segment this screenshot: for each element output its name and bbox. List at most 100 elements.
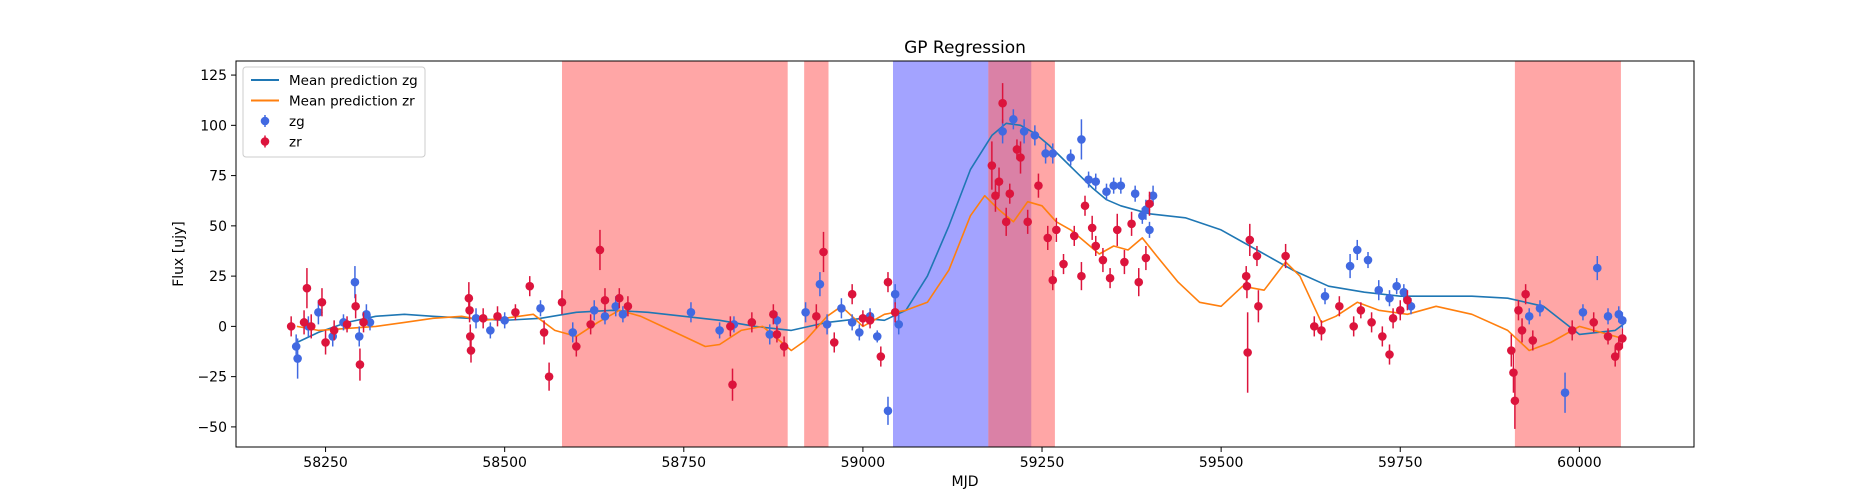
zr-point [321, 338, 330, 347]
zr-point [883, 277, 893, 287]
y-tick-label: 100 [200, 118, 227, 134]
zr-point [615, 293, 624, 303]
zr-point [1335, 301, 1344, 311]
zr-point [1052, 225, 1061, 235]
zr-point [1517, 326, 1527, 335]
zg-point [872, 332, 882, 341]
zr-point [1023, 217, 1032, 227]
zr-point [890, 308, 900, 317]
zr-point [286, 322, 296, 331]
zg-point [1041, 149, 1050, 158]
zr-point [1309, 322, 1319, 331]
zr-point [1120, 257, 1129, 267]
zr-point [595, 245, 605, 255]
legend-marker-swatch [260, 137, 270, 146]
zr-point [557, 297, 567, 307]
zg-point [568, 328, 578, 337]
zg-point [1352, 245, 1362, 255]
zr-point [772, 330, 782, 339]
zr-point [991, 191, 1000, 200]
legend: Mean prediction zg Mean prediction zr zg zr [242, 66, 426, 158]
zr-point [1618, 334, 1627, 343]
zg-point [1019, 127, 1029, 136]
x-axis-label: MJD [952, 474, 979, 490]
zg-point [500, 316, 509, 325]
zr-point [539, 328, 549, 337]
legend-entry-label: Mean prediction zg [289, 73, 418, 89]
zr-point [302, 283, 312, 293]
y-axis-label: Flux [ujy] [171, 221, 187, 287]
zr-point [359, 318, 368, 327]
zr-point [1388, 314, 1398, 323]
zg-point [715, 326, 724, 335]
zg-point [1030, 131, 1040, 140]
zr-point [623, 301, 633, 311]
y-tick-label: −25 [197, 370, 227, 386]
red-shaded-region [988, 61, 1055, 447]
zr-point [747, 318, 757, 327]
zr-point [1043, 233, 1053, 243]
zr-point [1385, 350, 1394, 359]
zg-point [350, 277, 360, 287]
x-tick-label: 59250 [1020, 455, 1065, 471]
y-tick-label: 50 [209, 219, 227, 235]
zg-point [815, 279, 825, 289]
zr-point [1245, 235, 1255, 245]
zr-point [1367, 318, 1376, 327]
zr-point [1281, 251, 1290, 261]
zr-point [1603, 332, 1613, 341]
zg-point [855, 328, 864, 337]
zr-point [493, 312, 502, 321]
observation-points [286, 83, 1627, 429]
x-tick-label: 59000 [841, 455, 886, 471]
zg-point [847, 318, 857, 327]
zg-point [883, 406, 893, 416]
zg-point [686, 308, 696, 317]
blue-shaded-region [892, 61, 989, 447]
zg-point [1374, 285, 1384, 295]
x-tick-label: 59750 [1378, 455, 1423, 471]
zg-point [536, 303, 545, 313]
zr-point [306, 322, 316, 331]
zg-point [998, 127, 1007, 136]
zr-point [1395, 305, 1405, 315]
zr-point [1509, 368, 1518, 377]
zr-point [728, 380, 737, 389]
zr-point [355, 360, 365, 369]
zr-point [1378, 332, 1387, 341]
zg-point [1066, 153, 1075, 162]
zg-point [1320, 291, 1330, 301]
zr-point [1098, 255, 1108, 265]
zr-point [1252, 251, 1262, 261]
zr-point [998, 98, 1007, 108]
legend-box [242, 66, 426, 158]
zr-point [1087, 223, 1097, 233]
zg-point [894, 320, 904, 329]
zr-point [1105, 273, 1115, 283]
zg-point [293, 354, 302, 363]
zr-point [819, 247, 828, 257]
chart-title: GP Regression [904, 38, 1026, 58]
zg-point [611, 301, 621, 311]
zr-point [525, 281, 535, 291]
zr-point [865, 316, 875, 325]
shaded-regions [561, 61, 1621, 447]
zg-point [1116, 181, 1126, 190]
zr-point [600, 295, 610, 305]
zr-point [1614, 342, 1624, 351]
zg-point [1345, 261, 1355, 271]
zr-point [726, 322, 735, 331]
zg-point [1009, 115, 1018, 124]
zg-point [354, 332, 364, 341]
zg-point [1077, 135, 1086, 144]
legend-entry-label: zg [289, 114, 305, 130]
legend-entry-label: zr [289, 135, 302, 151]
zr-point [829, 338, 839, 347]
zr-point [1112, 225, 1122, 235]
x-tick-label: 58250 [303, 455, 348, 471]
zr-point [779, 342, 789, 351]
zg-point [1399, 287, 1409, 297]
zr-point [478, 314, 488, 323]
zr-point [1001, 217, 1011, 227]
